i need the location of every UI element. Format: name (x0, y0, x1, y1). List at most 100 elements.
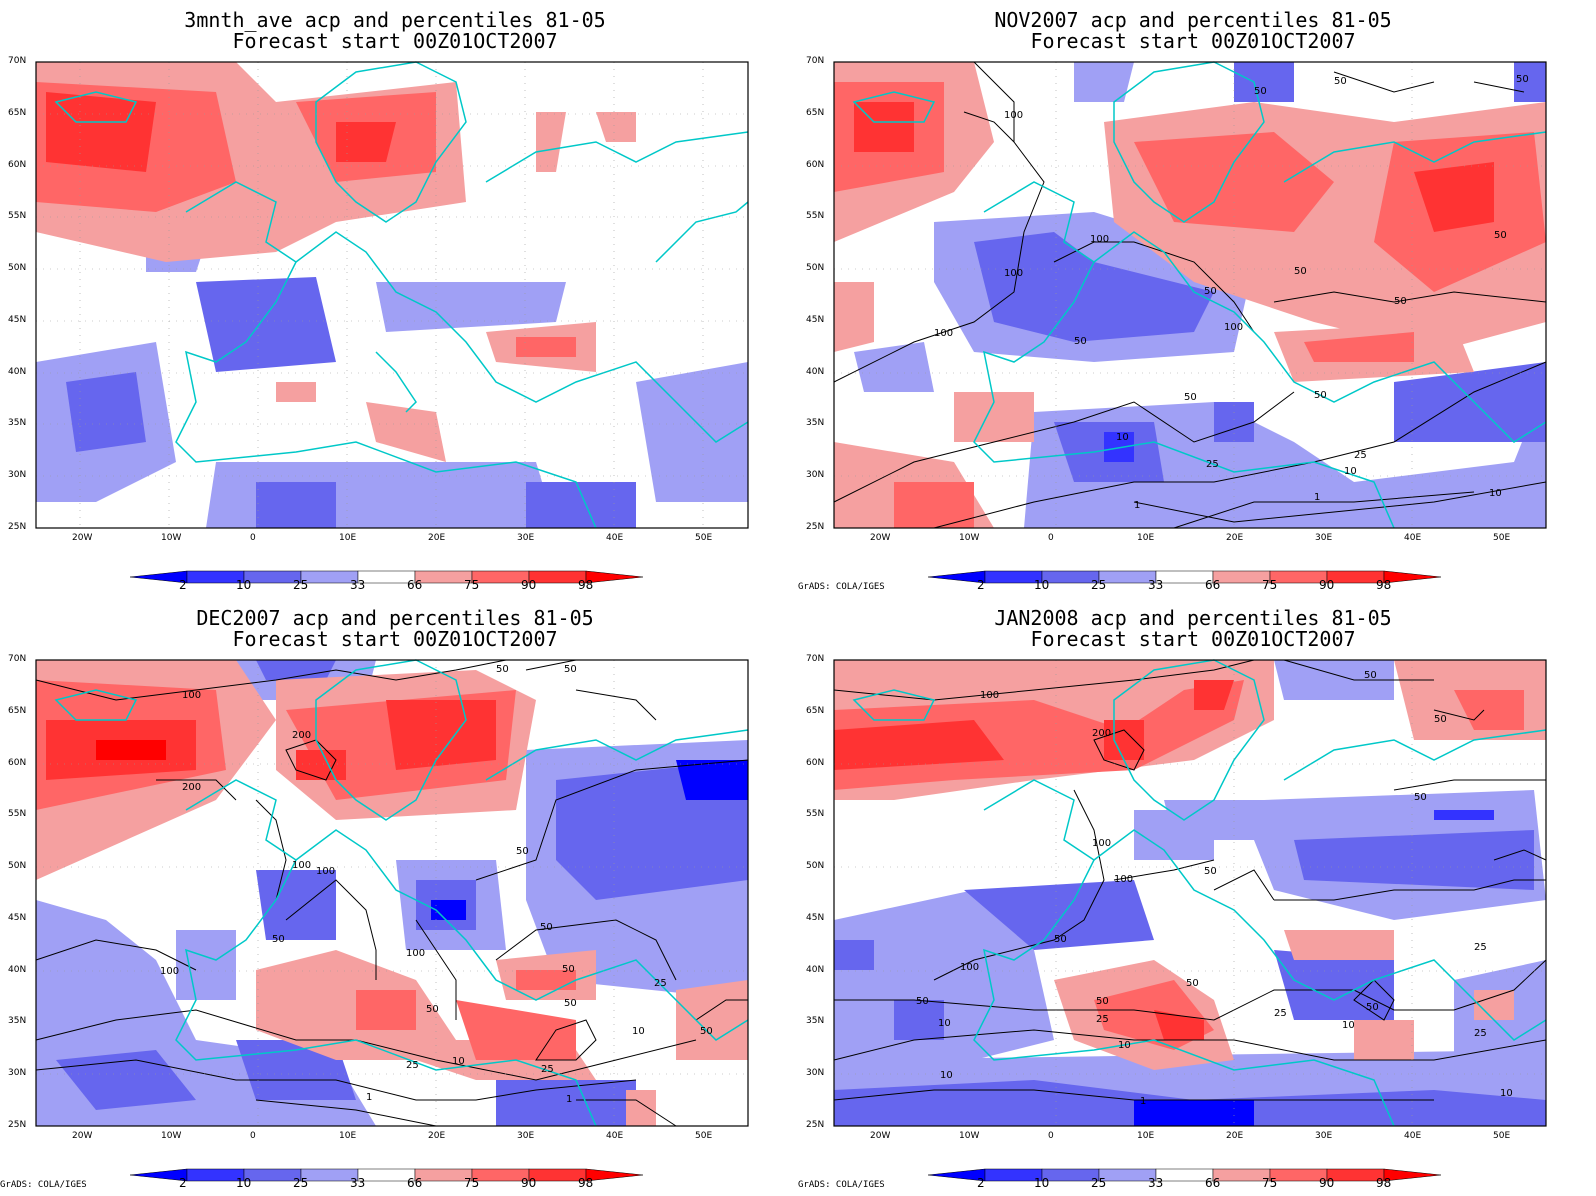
contour-label: 50 (1204, 286, 1217, 297)
contour-label: 50 (1494, 230, 1507, 241)
map-plot: 100 200 200 100 100 50 50 100 50 50 50 5… (35, 659, 749, 1127)
contour-labels: 100 100 100 100 50 50 50 50 50 50 50 50 … (934, 74, 1529, 511)
lat-label: 55N (806, 211, 825, 221)
credit-text: GrADS: COLA/IGES (0, 1180, 87, 1190)
colorbar-label: 98 (578, 578, 594, 592)
contour-label: 50 (272, 934, 285, 945)
contour-label: 50 (916, 996, 929, 1007)
panel-subtitle: Forecast start 00Z01OCT2007 (232, 627, 558, 651)
lon-label: 20E (1226, 1131, 1244, 1141)
shading-blue (36, 242, 748, 528)
colorbar-label: 33 (1148, 578, 1164, 592)
lat-label: 30N (806, 1068, 825, 1078)
contour-label: 50 (700, 1026, 713, 1037)
lat-label: 60N (806, 160, 825, 170)
lat-label: 55N (8, 211, 27, 221)
map-plot (35, 61, 749, 529)
gridlines (834, 660, 1546, 1126)
colorbar-label: 75 (464, 1176, 480, 1190)
contour-labels: 100 200 200 100 100 50 50 100 50 50 50 5… (160, 664, 713, 1105)
lat-label: 50N (806, 861, 825, 871)
lon-label: 10E (1137, 1131, 1155, 1141)
contour-label: 100 (980, 690, 999, 701)
lat-label: 50N (806, 263, 825, 273)
contour-label: 25 (1474, 942, 1487, 953)
contour-label: 100 (1114, 874, 1133, 885)
lat-label: 30N (8, 470, 27, 480)
lat-label: 70N (806, 56, 825, 66)
lon-label: 0 (250, 533, 256, 543)
lon-label: 30E (1315, 533, 1333, 543)
lat-label: 35N (8, 418, 27, 428)
lon-label: 20W (870, 1131, 891, 1141)
contour-label: 50 (1096, 996, 1109, 1007)
lon-label: 40E (1404, 533, 1422, 543)
contour-label: 100 (316, 866, 335, 877)
contour-label: 50 (540, 922, 553, 933)
lon-label: 0 (250, 1131, 256, 1141)
lat-label: 40N (806, 965, 825, 975)
map-panel-nov2007: NOV2007 acp and percentiles 81-05 Foreca… (798, 0, 1596, 598)
lat-label: 70N (8, 56, 27, 66)
colorbar-label: 2 (179, 1176, 187, 1190)
contour-label: 50 (1186, 978, 1199, 989)
contour-label: 50 (496, 664, 509, 675)
lat-label: 30N (8, 1068, 27, 1078)
contour-label: 25 (1474, 1028, 1487, 1039)
contour-label: 50 (1364, 670, 1377, 681)
contour-label: 50 (1366, 1002, 1379, 1013)
contour-label: 10 (938, 1018, 951, 1029)
colorbar-label: 25 (1091, 578, 1107, 592)
panel-subtitle: Forecast start 00Z01OCT2007 (1030, 627, 1356, 651)
shading-red (36, 660, 748, 1126)
lon-label: 50E (1493, 533, 1511, 543)
contour-label: 10 (940, 1070, 953, 1081)
panel-subtitle: Forecast start 00Z01OCT2007 (232, 29, 558, 53)
lon-label: 20E (428, 1131, 446, 1141)
contour-label: 100 (960, 962, 979, 973)
contour-label: 25 (1206, 459, 1219, 470)
panel-title: JAN2008 acp and percentiles 81-05 (994, 606, 1392, 630)
lon-label: 10W (161, 1131, 182, 1141)
colorbar-swatch (585, 1168, 644, 1182)
contour-label: 50 (1254, 86, 1267, 97)
coastline (54, 659, 749, 1127)
contours (833, 659, 1547, 1101)
contour-label: 100 (1224, 322, 1243, 333)
lat-label: 50N (8, 263, 27, 273)
lon-label: 50E (695, 533, 713, 543)
gridlines (36, 660, 748, 1126)
lon-label: 30E (517, 1131, 535, 1141)
lat-label: 45N (806, 913, 825, 923)
contour-label: 50 (564, 664, 577, 675)
colorbar-label: 66 (407, 1176, 423, 1190)
lat-label: 65N (8, 108, 27, 118)
lon-label: 50E (695, 1131, 713, 1141)
colorbar-label: 33 (350, 1176, 366, 1190)
contour-label: 50 (516, 846, 529, 857)
contour-label: 1 (1314, 492, 1320, 503)
contour-label: 100 (1090, 234, 1109, 245)
lat-label: 65N (806, 108, 825, 118)
lon-label: 40E (1404, 1131, 1422, 1141)
contour-label: 50 (1434, 714, 1447, 725)
contour-label: 100 (406, 948, 425, 959)
contour-label: 100 (1004, 268, 1023, 279)
lat-label: 60N (806, 758, 825, 768)
contour-label: 50 (564, 998, 577, 1009)
colorbar-label: 98 (1376, 578, 1392, 592)
map-plot: 100 200 100 100 50 50 50 25 10 10 50 50 … (833, 659, 1547, 1127)
contour-label: 25 (541, 1064, 554, 1075)
lat-label: 35N (8, 1016, 27, 1026)
contour-label: 50 (1414, 792, 1427, 803)
gridlines (834, 62, 1546, 528)
coastline (852, 659, 1547, 1127)
lon-label: 30E (517, 533, 535, 543)
lon-label: 20E (428, 533, 446, 543)
contour-label: 50 (1334, 76, 1347, 87)
contour-label: 200 (1092, 728, 1111, 739)
coastline (852, 61, 1547, 529)
contour-label: 25 (1096, 1014, 1109, 1025)
contour-label: 25 (1354, 450, 1367, 461)
lat-label: 45N (806, 315, 825, 325)
